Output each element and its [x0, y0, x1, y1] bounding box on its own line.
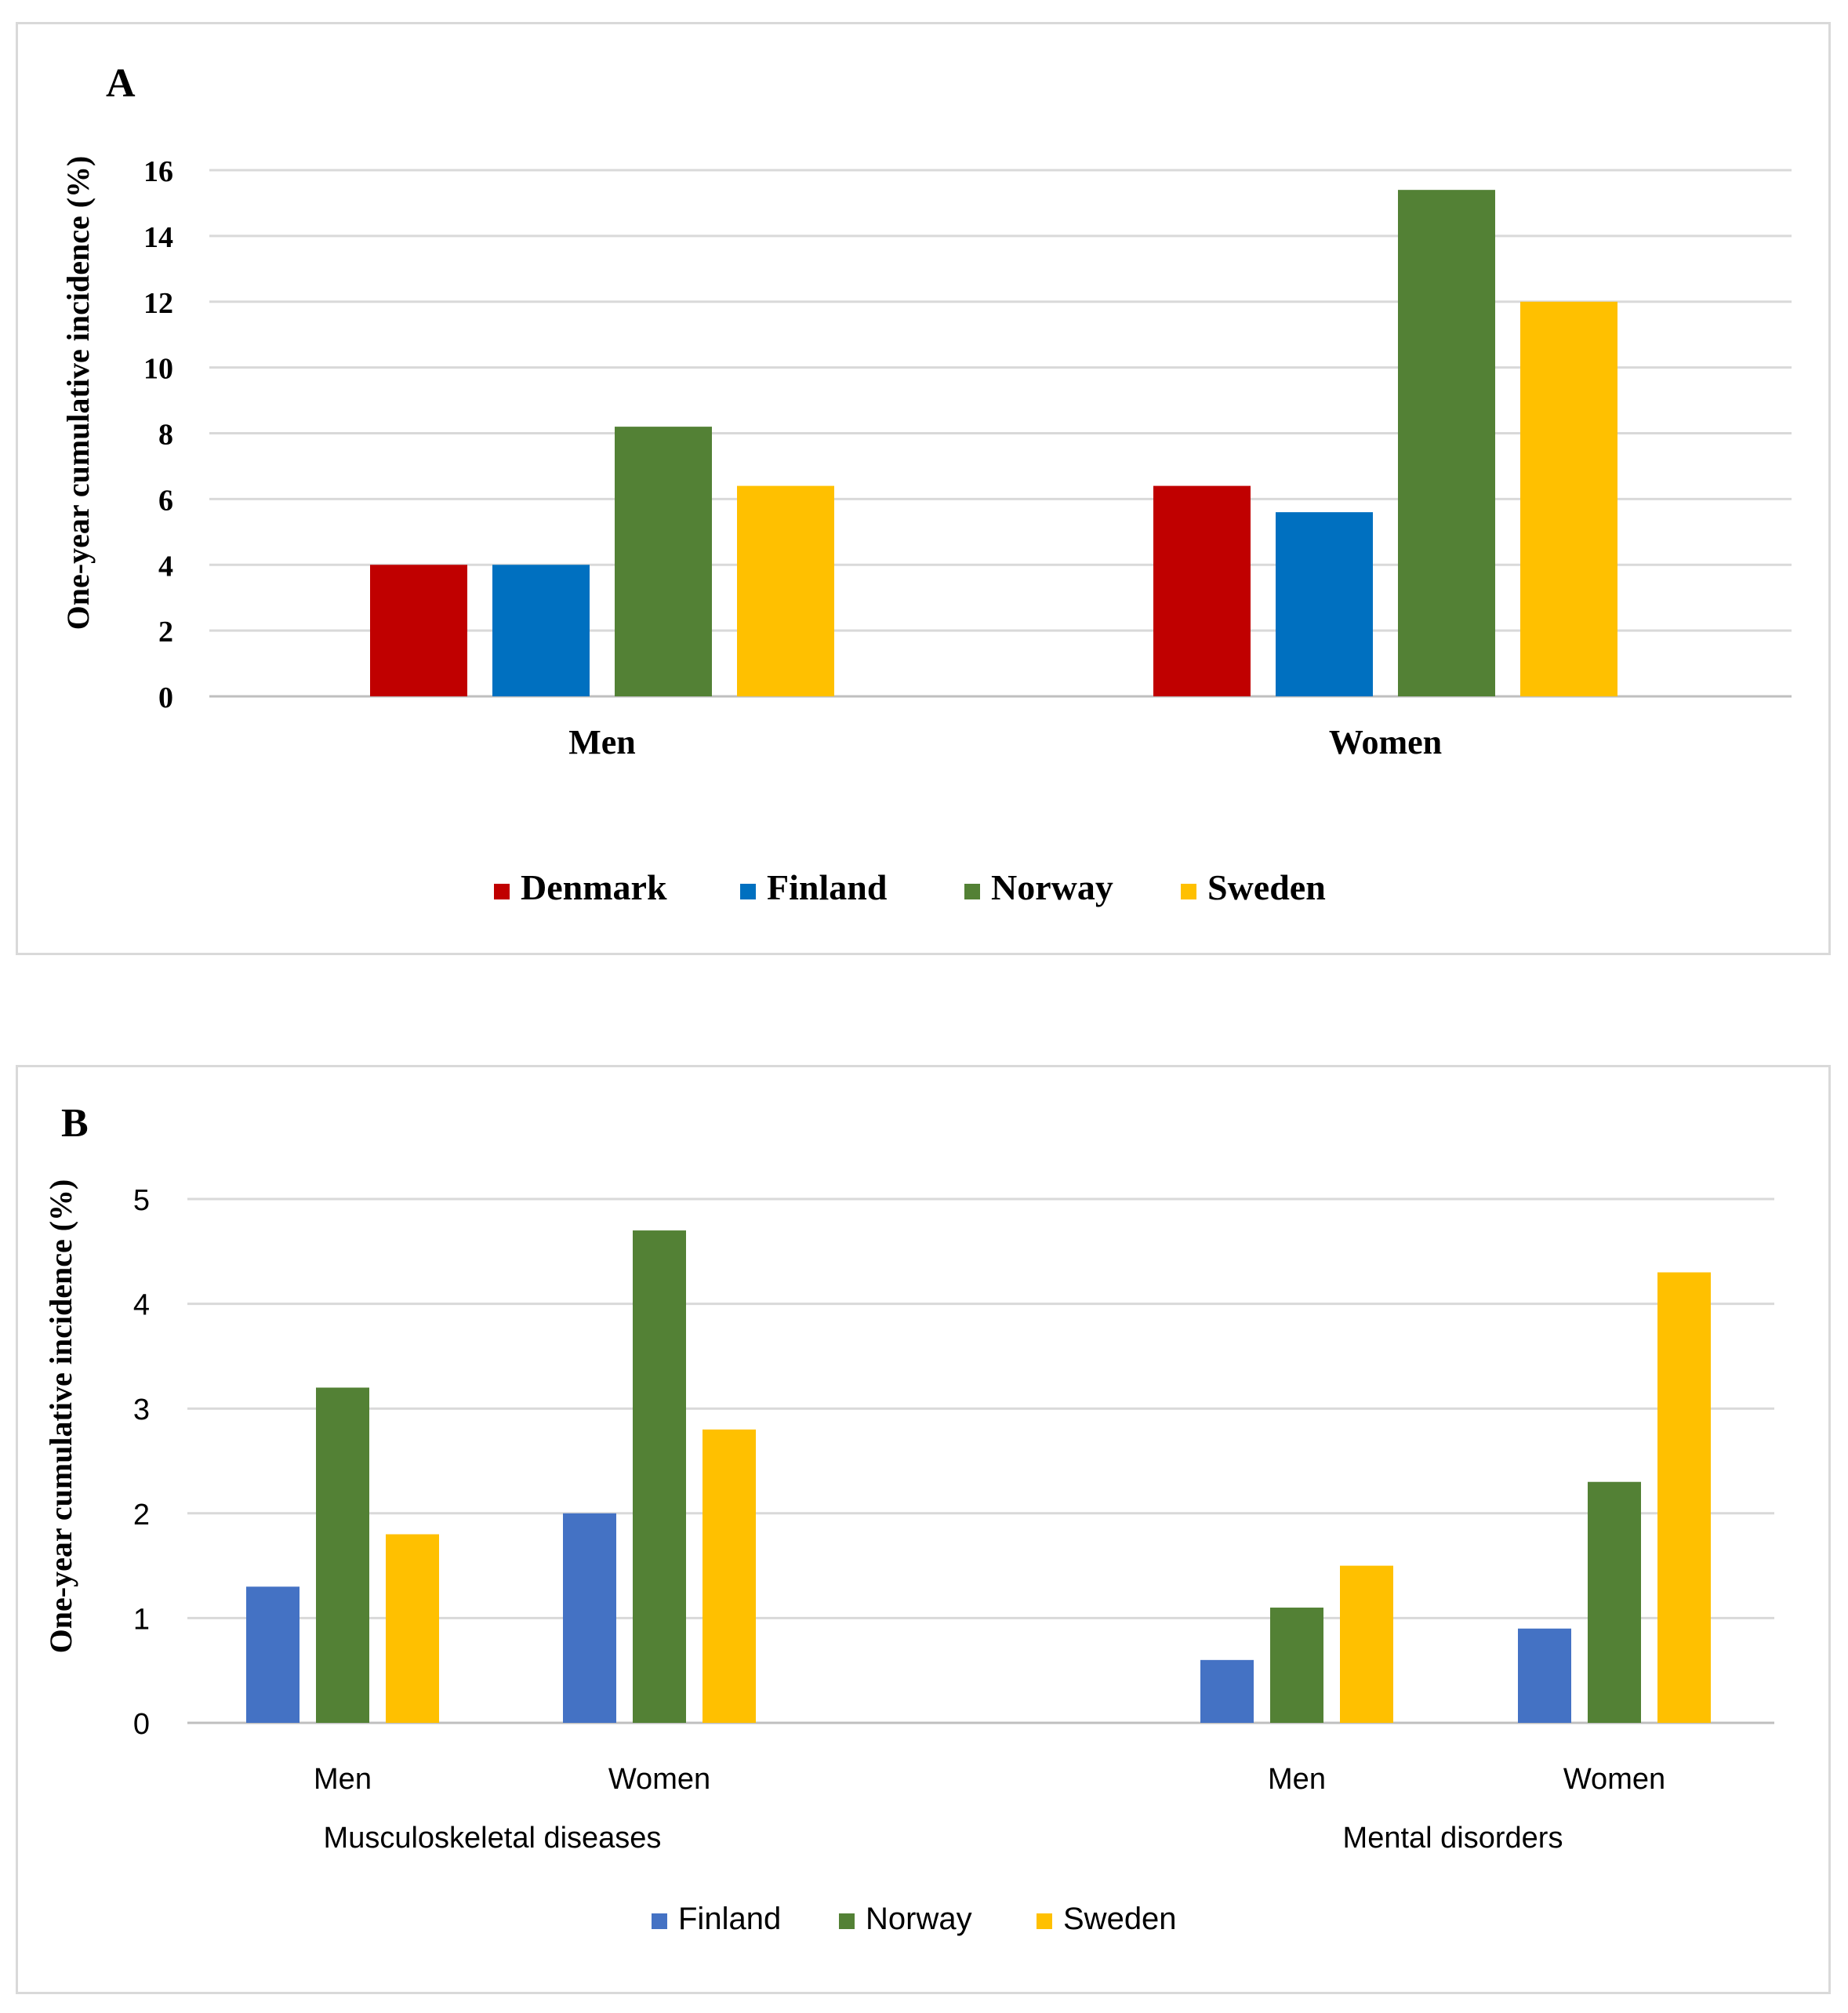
bar-denmark-women [1153, 485, 1251, 696]
x-category-label: Men [314, 1763, 372, 1796]
y-tick-label: 4 [158, 550, 173, 583]
bar-denmark-men [370, 565, 467, 696]
bar-norway-men [615, 427, 712, 696]
y-tick-label: 8 [158, 419, 173, 452]
bar-sweden-women [703, 1429, 756, 1723]
bar-sweden-women [1520, 301, 1617, 696]
bar-finland-men [246, 1586, 300, 1723]
y-tick-label: 3 [133, 1393, 150, 1426]
bar-norway-men [316, 1387, 369, 1723]
legend-b: Finland Norway Sweden [652, 1902, 1177, 1936]
bar-norway-women [633, 1230, 686, 1723]
y-tick-label: 10 [143, 353, 173, 386]
panel-label-a: A [106, 61, 136, 106]
bar-finland-women [1276, 512, 1373, 696]
legend-label-finland: Finland [678, 1902, 781, 1936]
y-tick-label: 1 [133, 1603, 150, 1636]
y-tick-label: 16 [143, 155, 173, 188]
chart-b-svg: B One-year cumulative incidence (%) 0 1 2 3… [43, 1101, 1774, 1936]
legend-label-norway: Norway [866, 1902, 972, 1936]
bar-finland-women [1518, 1628, 1571, 1723]
bar-finland-women [563, 1513, 616, 1723]
x-categories-a: Men Women [568, 723, 1442, 761]
chart-a-svg: A One-year cumulative incidence (%) 0 2 4 6… [60, 61, 1792, 907]
y-axis-label-a: One-year cumulative incidence (%) [60, 156, 96, 630]
x-categories-b: Men Women Men Women [314, 1763, 1665, 1796]
legend-label-norway: Norway [991, 867, 1113, 907]
bar-finland-men [1200, 1659, 1254, 1723]
x-category-label: Men [1268, 1763, 1326, 1796]
legend-swatch-finland [652, 1913, 667, 1929]
y-ticks-b: 0 1 2 3 4 5 [133, 1184, 150, 1741]
y-tick-label: 0 [158, 681, 173, 714]
bar-sweden-men [386, 1534, 439, 1723]
gridlines-a [209, 169, 1792, 698]
chart-panel-b: B One-year cumulative incidence (%) 0 1 2 3… [16, 1065, 1831, 1994]
legend-a: Denmark Finland Norway Sweden [494, 867, 1326, 907]
legend-swatch-finland [740, 884, 756, 899]
y-tick-label: 14 [143, 221, 173, 254]
x-category-label: Men [568, 723, 636, 761]
legend-swatch-sweden [1037, 1913, 1052, 1929]
y-tick-label: 2 [133, 1499, 150, 1532]
legend-label-finland: Finland [767, 867, 888, 907]
bar-sweden-women [1657, 1272, 1711, 1723]
legend-swatch-norway [839, 1913, 855, 1929]
x-category-label: Women [1329, 723, 1442, 761]
x-groups-b: Musculoskeletal diseases Mental disorders [324, 1822, 1563, 1855]
y-tick-label: 2 [158, 616, 173, 649]
x-category-label: Women [1563, 1763, 1665, 1796]
x-category-label: Women [608, 1763, 710, 1796]
legend-swatch-denmark [494, 884, 510, 899]
bar-sweden-men [1340, 1565, 1393, 1723]
bar-norway-women [1398, 190, 1495, 697]
y-tick-label: 6 [158, 484, 173, 517]
y-tick-label: 5 [133, 1184, 150, 1217]
bar-finland-men [492, 565, 590, 696]
y-tick-label: 12 [143, 287, 173, 320]
x-group-label: Mental disorders [1343, 1822, 1563, 1855]
x-group-label: Musculoskeletal diseases [324, 1822, 662, 1855]
chart-panel-a: A One-year cumulative incidence (%) 0 2 4 6… [16, 22, 1831, 955]
bar-norway-women [1588, 1481, 1641, 1723]
y-tick-label: 0 [133, 1708, 150, 1741]
y-tick-label: 4 [133, 1289, 150, 1322]
y-axis-label-b: One-year cumulative incidence (%) [43, 1179, 78, 1654]
bar-norway-men [1270, 1608, 1323, 1723]
legend-label-denmark: Denmark [521, 867, 667, 907]
legend-swatch-norway [964, 884, 980, 899]
legend-label-sweden: Sweden [1063, 1902, 1177, 1936]
panel-label-b: B [61, 1101, 89, 1146]
y-ticks-a: 0 2 4 6 8 10 12 14 16 [143, 155, 173, 714]
bars-a [370, 190, 1617, 697]
bar-sweden-men [737, 485, 834, 696]
legend-label-sweden: Sweden [1207, 867, 1326, 907]
gridlines-b [187, 1197, 1774, 1724]
legend-swatch-sweden [1181, 884, 1196, 899]
bars-b [246, 1230, 1711, 1723]
